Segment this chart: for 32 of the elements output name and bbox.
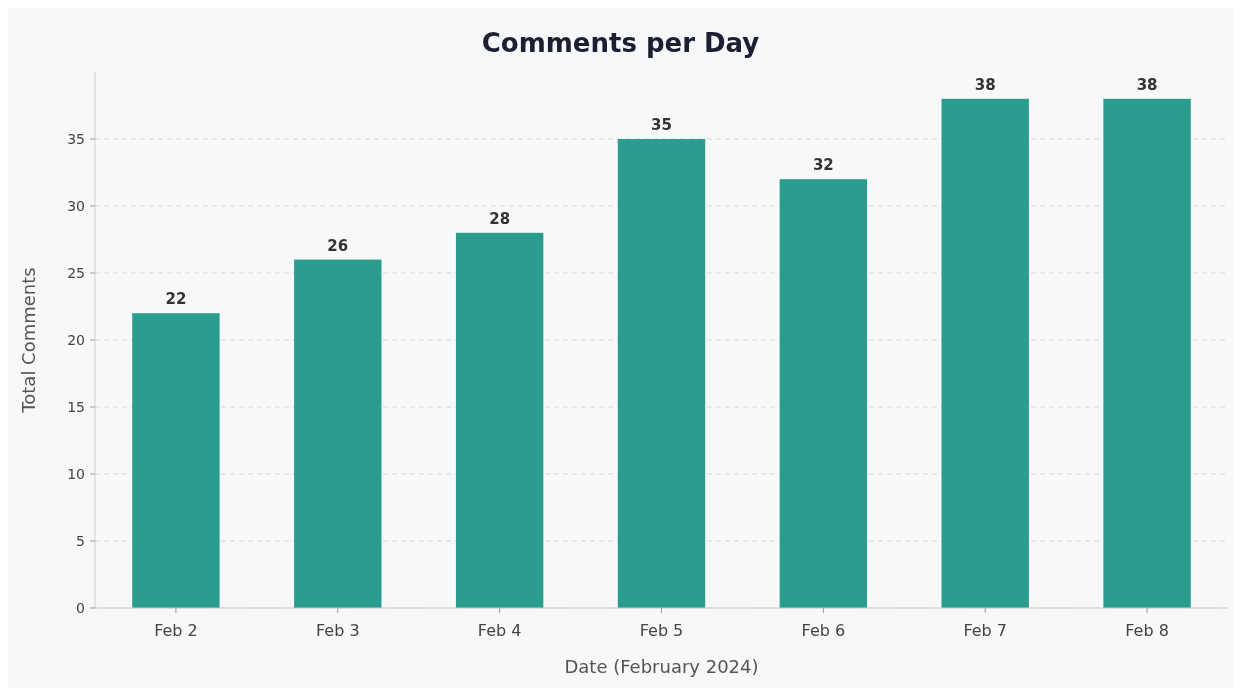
bar (455, 232, 544, 608)
chart-title: Comments per Day (481, 28, 760, 58)
data-label: 38 (1136, 75, 1158, 94)
y-tick-label: 10 (67, 465, 85, 482)
bar (941, 98, 1029, 608)
y-tick-label: 25 (67, 264, 85, 281)
y-tick-label: 35 (67, 130, 85, 147)
x-tick-label: Feb 2 (154, 621, 198, 640)
bar (779, 179, 868, 608)
y-tick-label: 0 (76, 599, 85, 616)
data-label: 32 (812, 156, 834, 175)
bar (617, 139, 706, 608)
data-label: 22 (165, 290, 187, 309)
data-label: 28 (489, 209, 511, 228)
x-tick-label: Feb 7 (963, 621, 1008, 640)
x-tick-label: Feb 5 (639, 621, 684, 640)
data-label: 26 (327, 236, 349, 255)
y-tick-label: 20 (67, 331, 85, 348)
x-tick-label: Feb 6 (801, 621, 846, 640)
x-axis-title: Date (February 2024) (564, 656, 759, 677)
y-axis-title: Total Comments (18, 267, 39, 414)
x-tick-label: Feb 8 (1125, 621, 1169, 640)
bar (294, 259, 382, 608)
y-tick-label: 15 (67, 398, 85, 415)
y-tick-label: 5 (76, 532, 85, 549)
x-tick-label: Feb 4 (477, 621, 522, 640)
data-label: 35 (651, 116, 672, 134)
bar (132, 313, 220, 608)
y-tick-label: 30 (67, 197, 85, 214)
x-tick-label: Feb 3 (315, 621, 360, 640)
data-label: 38 (974, 75, 996, 94)
bar (1103, 98, 1191, 608)
